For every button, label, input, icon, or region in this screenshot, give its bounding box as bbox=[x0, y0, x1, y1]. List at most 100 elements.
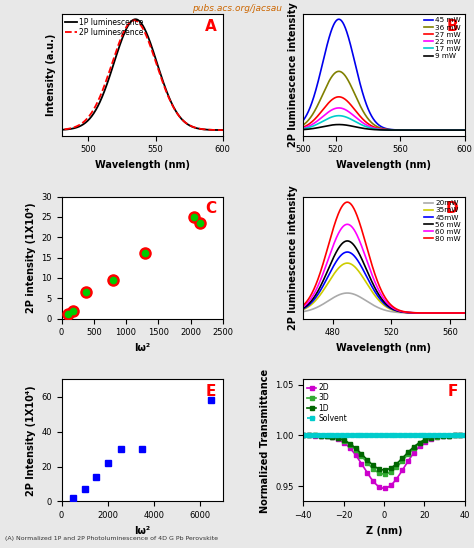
Line: 2P luminescence: 2P luminescence bbox=[55, 20, 229, 130]
36 mW bbox=[336, 68, 342, 75]
X-axis label: Wavelength (nm): Wavelength (nm) bbox=[337, 160, 431, 170]
20mW bbox=[401, 310, 407, 316]
X-axis label: Wavelength (nm): Wavelength (nm) bbox=[337, 343, 431, 353]
17 mW bbox=[439, 127, 445, 133]
Text: pubs.acs.org/jacsau: pubs.acs.org/jacsau bbox=[192, 4, 282, 13]
22 mW bbox=[439, 127, 445, 133]
Line: 9 mW: 9 mW bbox=[303, 124, 473, 130]
9 mW bbox=[336, 121, 342, 128]
45mW bbox=[439, 310, 445, 316]
Solvent bbox=[377, 432, 383, 438]
45mW bbox=[401, 309, 407, 316]
17 mW bbox=[466, 127, 472, 133]
17 mW bbox=[301, 125, 306, 132]
Line: 2D: 2D bbox=[301, 433, 466, 490]
80 mW bbox=[469, 310, 474, 316]
2D bbox=[381, 485, 387, 492]
80 mW bbox=[345, 199, 350, 206]
1P luminescence bbox=[169, 100, 174, 107]
22 mW bbox=[301, 125, 306, 132]
27 mW bbox=[470, 127, 474, 133]
2P luminescence bbox=[184, 120, 190, 127]
9 mW bbox=[301, 126, 306, 133]
2D bbox=[433, 434, 438, 441]
35mW bbox=[469, 310, 474, 316]
45 mW bbox=[301, 117, 306, 123]
Legend: 45 mW, 36 mW, 27 mW, 22 mW, 17 mW, 9 mW: 45 mW, 36 mW, 27 mW, 22 mW, 17 mW, 9 mW bbox=[423, 16, 462, 60]
1D bbox=[388, 465, 394, 471]
56 mW bbox=[439, 310, 445, 316]
1P luminescence bbox=[131, 16, 137, 23]
2D bbox=[458, 432, 464, 439]
9 mW bbox=[470, 127, 474, 133]
1P luminescence bbox=[155, 63, 161, 70]
20mW bbox=[382, 307, 388, 313]
Text: (A) Normalized 1P and 2P Photoluminescence of 4D G Pb Perovskite: (A) Normalized 1P and 2P Photoluminescen… bbox=[5, 536, 218, 541]
80 mW bbox=[301, 302, 306, 309]
1P luminescence bbox=[133, 16, 138, 22]
22 mW bbox=[466, 127, 472, 133]
Line: 20mW: 20mW bbox=[303, 293, 472, 313]
1P luminescence bbox=[52, 127, 58, 133]
45 mW bbox=[401, 127, 407, 133]
60 mW bbox=[345, 221, 350, 227]
1D bbox=[377, 466, 383, 472]
56 mW bbox=[465, 310, 471, 316]
60 mW bbox=[382, 297, 388, 304]
Y-axis label: Intensity (a.u.): Intensity (a.u.) bbox=[46, 33, 56, 116]
35mW bbox=[345, 260, 350, 266]
Solvent bbox=[378, 432, 384, 438]
Line: 35mW: 35mW bbox=[303, 263, 472, 313]
Y-axis label: 2P intensity (1X10⁴): 2P intensity (1X10⁴) bbox=[26, 202, 36, 313]
Line: 45 mW: 45 mW bbox=[303, 19, 473, 130]
60 mW bbox=[401, 309, 407, 315]
X-axis label: Iω²: Iω² bbox=[134, 343, 150, 353]
2D bbox=[462, 432, 467, 439]
Line: 3D: 3D bbox=[301, 433, 466, 476]
45 mW bbox=[336, 16, 342, 22]
Solvent bbox=[433, 432, 438, 438]
45 mW bbox=[470, 127, 474, 133]
22 mW bbox=[470, 127, 474, 133]
Line: 80 mW: 80 mW bbox=[303, 202, 472, 313]
17 mW bbox=[336, 112, 342, 119]
3D bbox=[397, 461, 402, 467]
36 mW bbox=[382, 126, 388, 133]
27 mW bbox=[466, 127, 472, 133]
35mW bbox=[401, 309, 407, 316]
Text: A: A bbox=[205, 19, 216, 33]
Text: F: F bbox=[448, 384, 458, 399]
45mW bbox=[301, 305, 306, 312]
2D bbox=[378, 484, 384, 491]
20mW bbox=[465, 310, 471, 316]
27 mW bbox=[382, 126, 388, 133]
2P luminescence bbox=[131, 17, 137, 24]
45 mW bbox=[439, 127, 445, 133]
1D bbox=[433, 433, 438, 440]
1D bbox=[378, 466, 384, 473]
Text: E: E bbox=[206, 384, 216, 399]
35mW bbox=[381, 301, 387, 308]
Line: 36 mW: 36 mW bbox=[303, 71, 473, 130]
17 mW bbox=[392, 127, 398, 133]
9 mW bbox=[381, 127, 387, 133]
Solvent bbox=[462, 432, 467, 438]
80 mW bbox=[382, 294, 388, 300]
35mW bbox=[465, 310, 471, 316]
Line: 17 mW: 17 mW bbox=[303, 116, 473, 130]
Line: 22 mW: 22 mW bbox=[303, 108, 473, 130]
Text: B: B bbox=[447, 19, 458, 33]
Y-axis label: 2P Intensity (1X10⁴): 2P Intensity (1X10⁴) bbox=[26, 385, 36, 496]
20mW bbox=[345, 290, 350, 296]
Line: 1D: 1D bbox=[301, 433, 466, 472]
45mW bbox=[381, 300, 387, 306]
60 mW bbox=[381, 295, 387, 302]
Y-axis label: Normalized Transmittance: Normalized Transmittance bbox=[260, 368, 270, 512]
27 mW bbox=[381, 126, 387, 133]
80 mW bbox=[465, 310, 471, 316]
Text: C: C bbox=[205, 202, 216, 216]
9 mW bbox=[466, 127, 472, 133]
45mW bbox=[382, 301, 388, 307]
45 mW bbox=[381, 124, 387, 131]
36 mW bbox=[392, 127, 398, 133]
